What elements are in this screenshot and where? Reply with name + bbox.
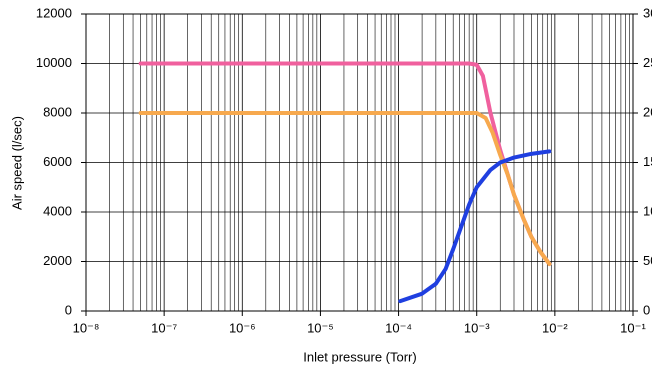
series-line [398,149,552,304]
y-tick-label: 10000 [36,55,72,70]
x-tick-label: 10⁻⁷ [151,320,177,335]
y-tick-label: 0 [65,302,72,317]
y2-tick-label: 3000 [643,5,652,20]
y2-tick-label: 2500 [643,55,652,70]
y-tick-label: 6000 [43,154,72,169]
y-tick-label: 2000 [43,253,72,268]
plot-frame [85,13,634,312]
x-tick-label: 10⁻² [542,320,568,335]
x-axis-label: Inlet pressure (Torr) [303,349,416,364]
y-axis-label: Air speed (l/sec) [9,116,24,210]
y-tick-label: 4000 [43,203,72,218]
y2-tick-label: 1500 [643,154,652,169]
series-line [138,61,552,266]
y2-tick-label: 500 [643,253,652,268]
y-tick-label: 8000 [43,104,72,119]
y2-tick-label: 0 [643,302,650,317]
x-tick-label: 10⁻¹ [620,320,646,335]
y2-tick-label: 2000 [643,104,652,119]
x-tick-label: 10⁻⁴ [385,320,412,335]
series-line [138,111,552,266]
y2-tick-label: 1000 [643,203,652,218]
x-tick-label: 10⁻⁶ [229,320,256,335]
x-tick-label: 10⁻⁸ [73,320,100,335]
y-tick-label: 12000 [36,5,72,20]
x-tick-label: 10⁻⁵ [307,320,334,335]
x-tick-label: 10⁻³ [464,320,490,335]
